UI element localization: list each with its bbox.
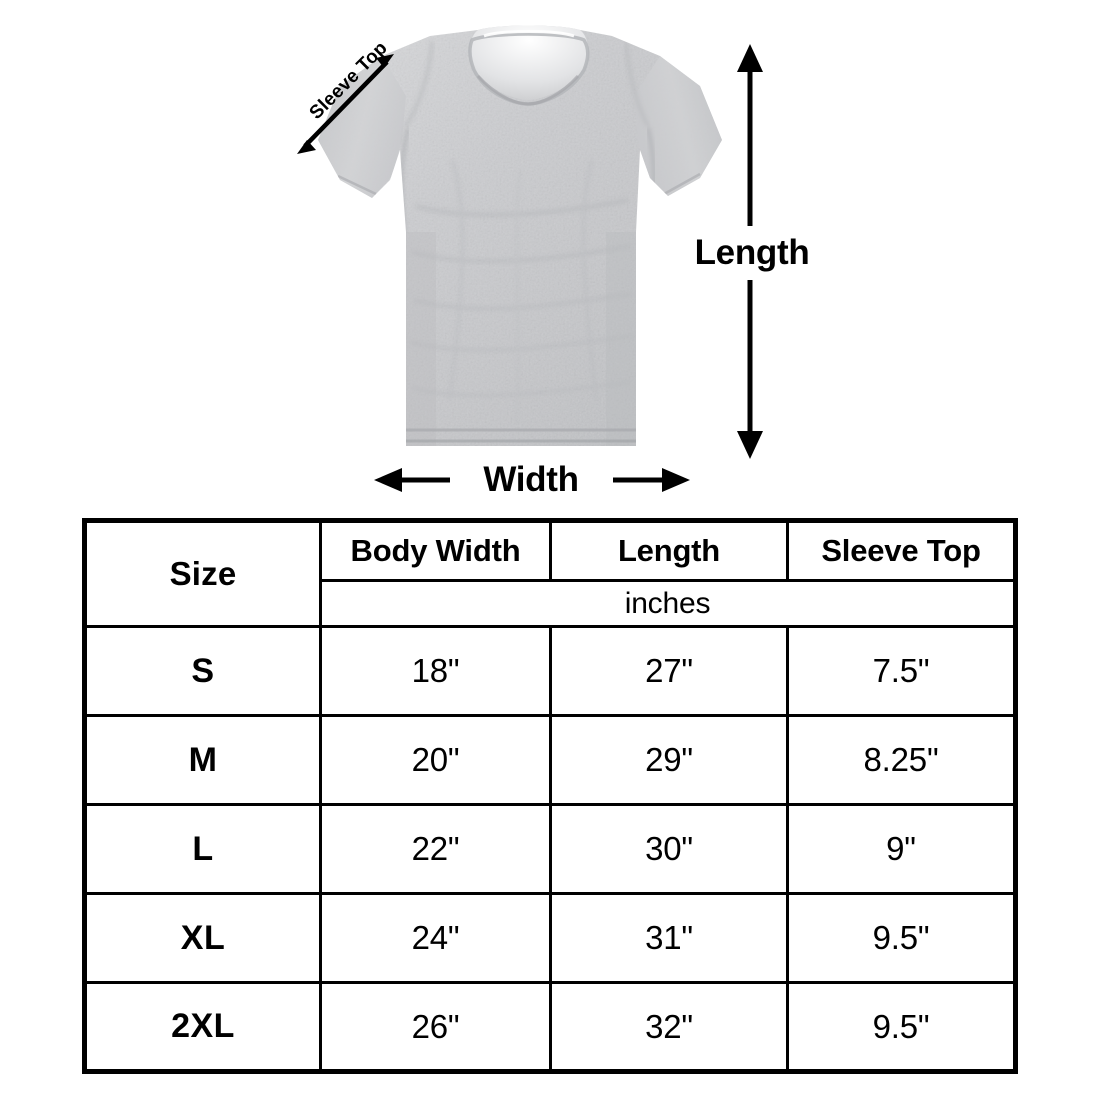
table-header: Size Body Width Length Sleeve Top inches (83, 519, 1017, 628)
table-row: L 22" 30" 9" (83, 803, 1017, 895)
table-row: S 18" 27" 7.5" (83, 625, 1017, 717)
cell-sleeve-top: 7.5" (786, 625, 1017, 717)
width-arrow (374, 468, 690, 492)
cell-body-width: 24" (319, 892, 552, 984)
cell-length: 27" (549, 625, 789, 717)
header-length: Length (549, 519, 789, 582)
length-arrow (737, 44, 763, 459)
size-chart-table: Size Body Width Length Sleeve Top inches… (82, 518, 1018, 1074)
sleeve-top-arrow (297, 54, 394, 154)
cell-size: 2XL (83, 981, 322, 1073)
header-row-unit: inches (85, 579, 1017, 628)
cell-length: 29" (549, 714, 789, 806)
header-row-measures: Size Body Width Length Sleeve Top (83, 519, 1017, 628)
garment-diagram: Sleeve Top Length Width (0, 0, 1100, 515)
cell-sleeve-top: 9.5" (786, 892, 1017, 984)
table-row: M 20" 29" 8.25" (83, 714, 1017, 806)
cell-body-width: 26" (319, 981, 552, 1073)
width-label: Width (483, 460, 579, 499)
cell-sleeve-top: 9" (786, 803, 1017, 895)
cell-body-width: 22" (319, 803, 552, 895)
cell-sleeve-top: 8.25" (786, 714, 1017, 806)
table-body: S 18" 27" 7.5" M 20" 29" 8.25" L 22" 30"… (83, 625, 1017, 1073)
cell-size: M (83, 714, 322, 806)
cell-size: S (83, 625, 322, 717)
table-row: 2XL 26" 32" 9.5" (83, 981, 1017, 1073)
cell-length: 32" (549, 981, 789, 1073)
table-row: XL 24" 31" 9.5" (83, 892, 1017, 984)
header-sleeve-top: Sleeve Top (786, 519, 1017, 582)
cell-length: 30" (549, 803, 789, 895)
cell-sleeve-top: 9.5" (786, 981, 1017, 1073)
cell-body-width: 20" (319, 714, 552, 806)
length-label: Length (694, 233, 810, 272)
header-size: Size (83, 519, 322, 628)
unit-label: inches (319, 579, 1017, 628)
tshirt-illustration (297, 25, 763, 492)
tshirt-shape (318, 25, 722, 446)
cell-length: 31" (549, 892, 789, 984)
cell-size: L (83, 803, 322, 895)
header-body-width: Body Width (319, 519, 552, 582)
cell-size: XL (83, 892, 322, 984)
cell-body-width: 18" (319, 625, 552, 717)
